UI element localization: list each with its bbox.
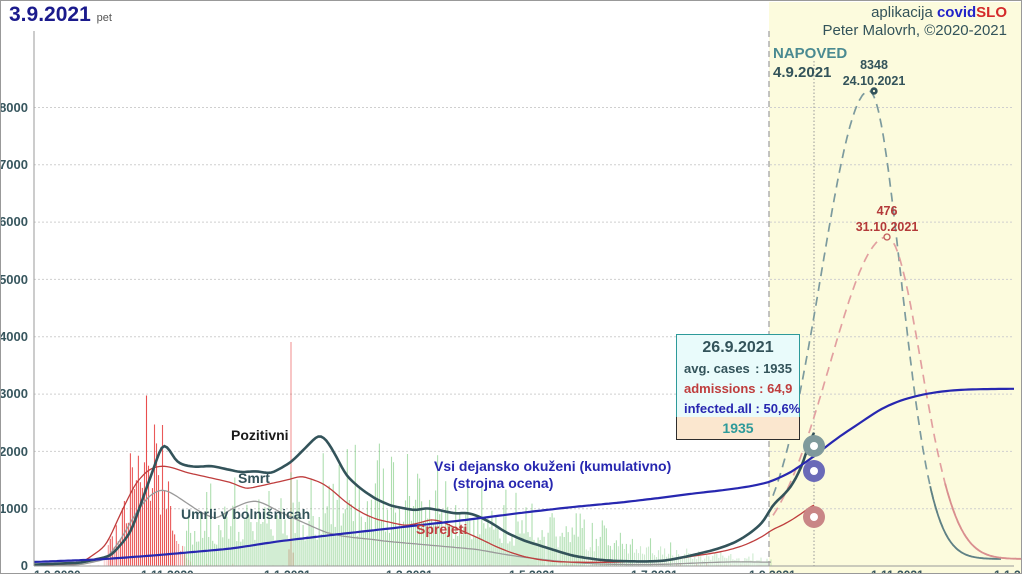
svg-text:1.3.2021: 1.3.2021 [386,568,433,574]
svg-text:8348: 8348 [860,58,888,72]
svg-text:1.11.2021: 1.11.2021 [871,568,924,574]
svg-text:4000: 4000 [1,329,28,344]
svg-text:1.5.2021: 1.5.2021 [509,568,556,574]
svg-text:Umrli v bolnišnicah: Umrli v bolnišnicah [181,506,310,522]
svg-text:3000: 3000 [1,386,28,401]
svg-text:NAPOVED: NAPOVED [773,45,847,62]
svg-text:Pozitivni: Pozitivni [231,427,289,443]
svg-text:0: 0 [21,558,28,573]
svg-text:Sprejeti: Sprejeti [416,521,467,537]
svg-text:476: 476 [877,204,898,218]
svg-text:24.10.2021: 24.10.2021 [843,74,906,88]
svg-text:Vsi dejansko okuženi (kumulati: Vsi dejansko okuženi (kumulativno) [434,458,671,474]
svg-text:1.1.2022: 1.1.2022 [994,568,1022,574]
svg-text:(strojna ocena): (strojna ocena) [453,475,553,491]
svg-text:1.1.2021: 1.1.2021 [264,568,311,574]
svg-text:Smrt: Smrt [238,470,270,486]
svg-text:1000: 1000 [1,501,28,516]
svg-text:4.9.2021: 4.9.2021 [773,64,831,81]
svg-text:1.11.2020: 1.11.2020 [141,568,194,574]
svg-text:1.9.2020: 1.9.2020 [34,568,81,574]
svg-text:1.9.2021: 1.9.2021 [749,568,796,574]
svg-text:7000: 7000 [1,157,28,172]
svg-text:6000: 6000 [1,214,28,229]
svg-text:1.7.2021: 1.7.2021 [631,568,678,574]
svg-text:8000: 8000 [1,100,28,115]
svg-text:31.10.2021: 31.10.2021 [856,220,919,234]
svg-text:5000: 5000 [1,272,28,287]
svg-text:2000: 2000 [1,444,28,459]
